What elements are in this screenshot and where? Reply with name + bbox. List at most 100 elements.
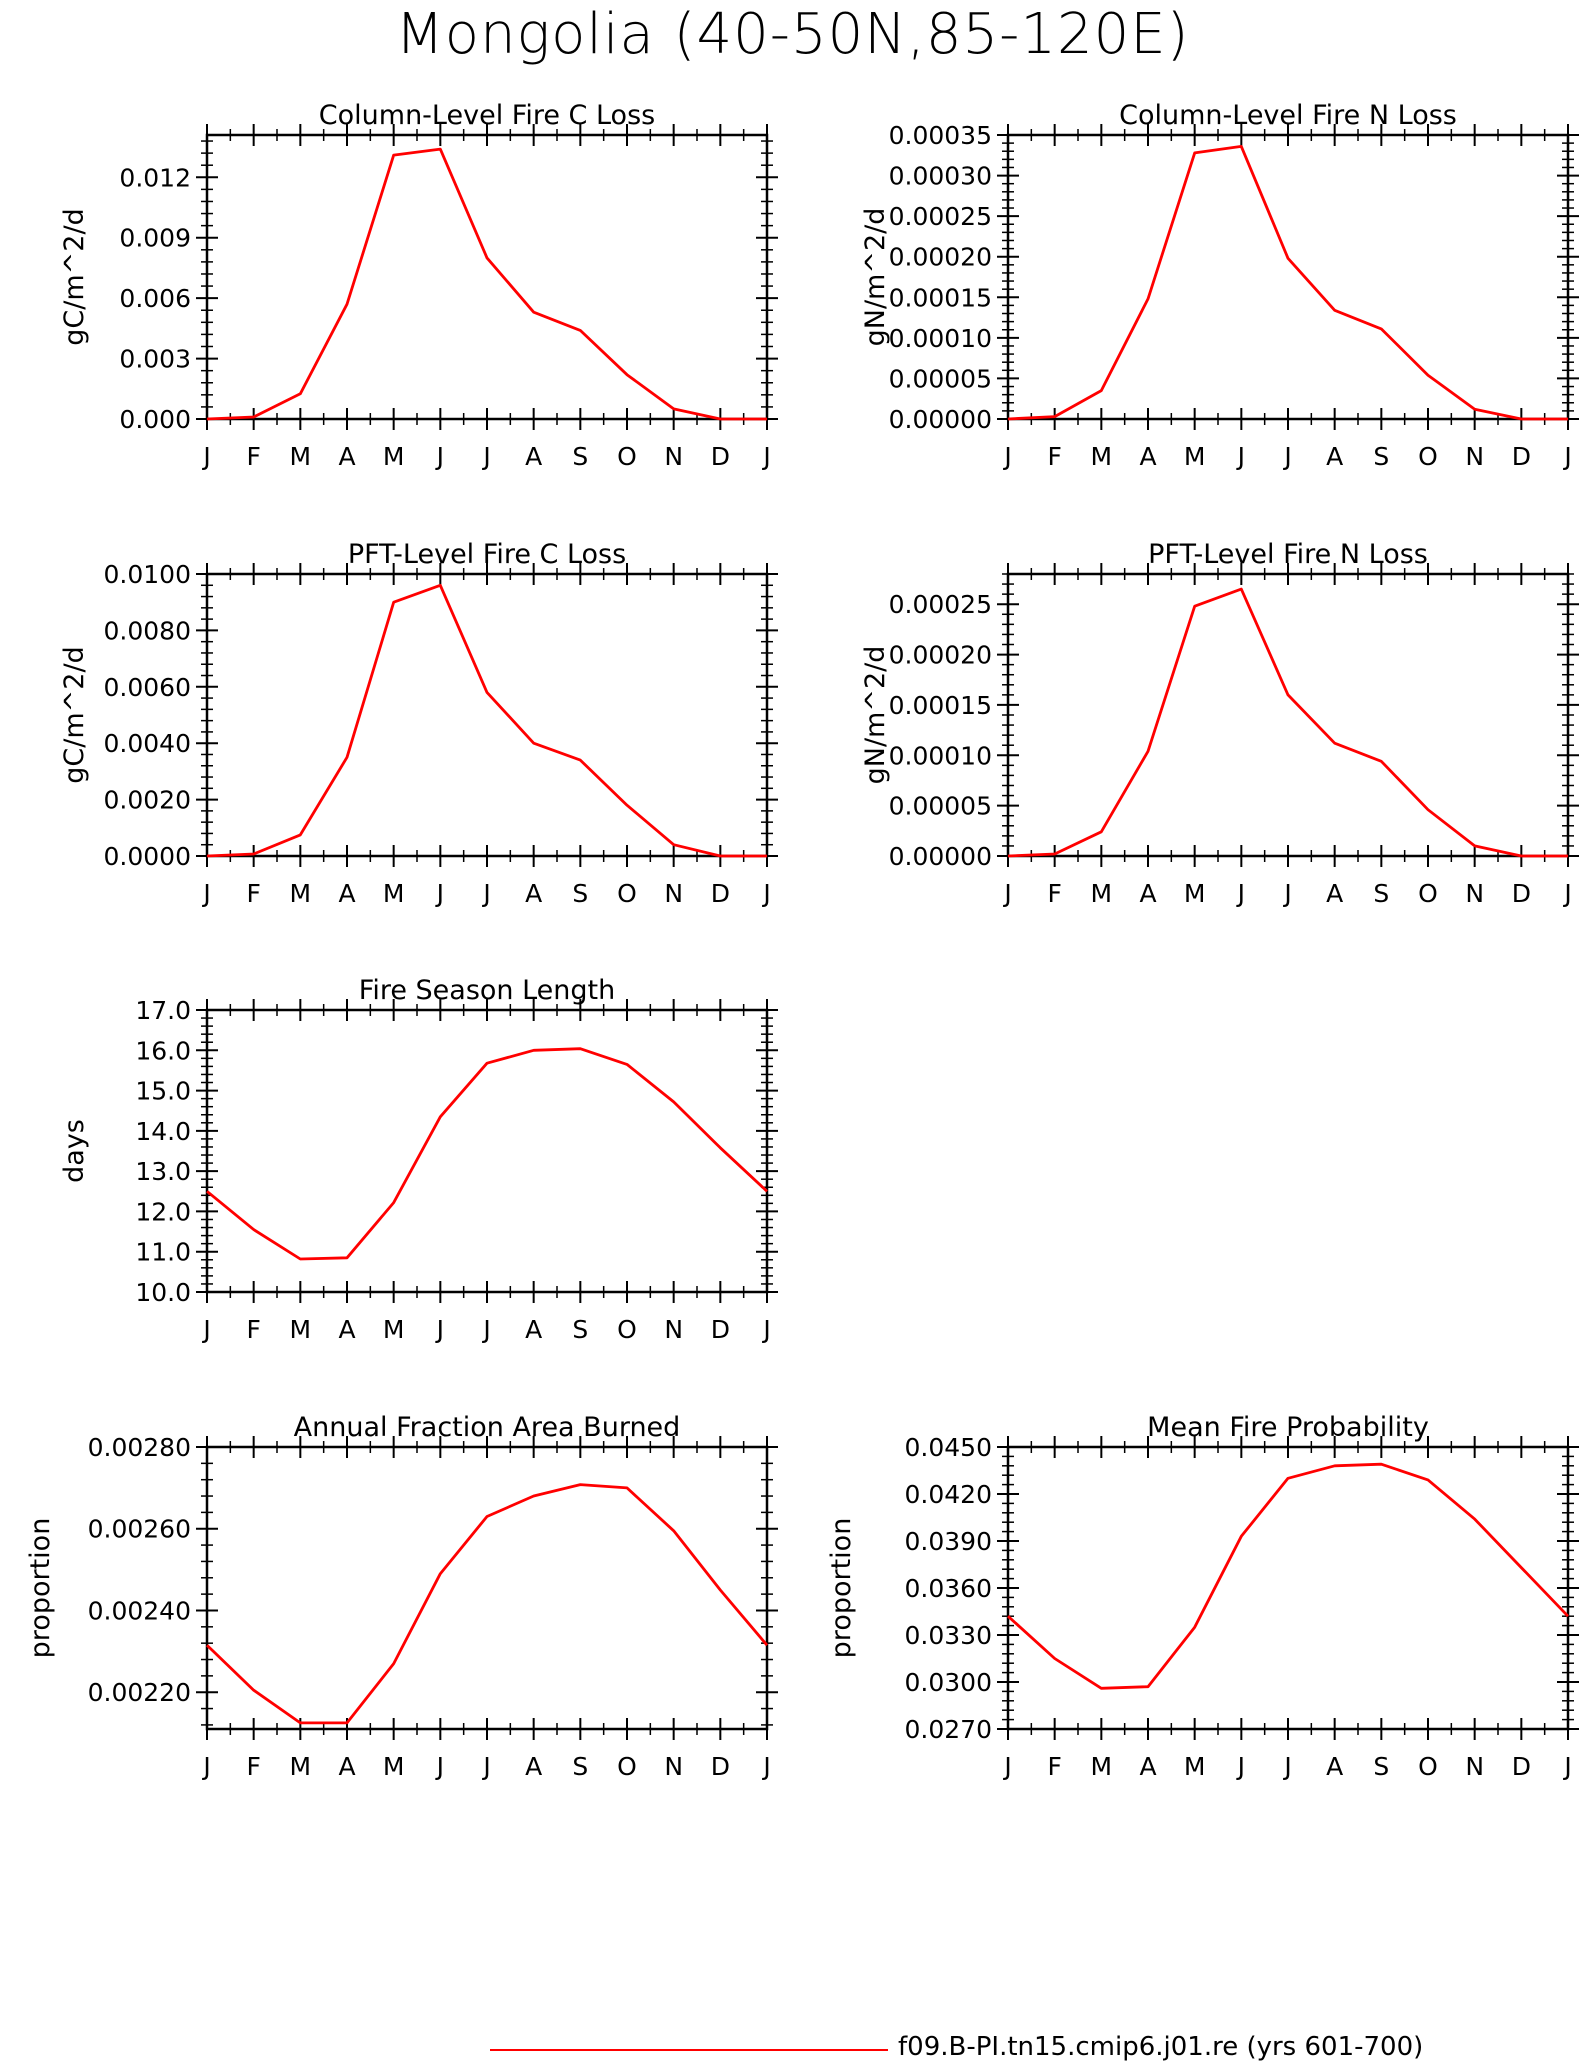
- x-tick-label: F: [1047, 442, 1061, 471]
- y-tick-label: 0.0450: [905, 1433, 992, 1462]
- x-tick-label: A: [1139, 1752, 1156, 1781]
- x-tick-label: J: [201, 442, 210, 471]
- y-tick-label: 0.00035: [889, 121, 992, 150]
- x-tick-label: D: [711, 879, 730, 908]
- series-line: [1007, 144, 1568, 421]
- y-tick-label: 0.00010: [889, 324, 992, 353]
- x-tick-label: D: [1512, 1752, 1531, 1781]
- y-tick-label: 0.0020: [104, 786, 191, 815]
- plot-frame: [205, 1445, 769, 1731]
- x-tick-label: D: [711, 1752, 730, 1781]
- x-tick-label: M: [290, 1752, 312, 1781]
- x-tick-label: A: [1326, 879, 1343, 908]
- chart-panel-1: J F M A M J J A S O N D J0.0000.0030.0060.0090.012Co…: [59, 100, 778, 471]
- x-tick-label: J: [761, 442, 770, 471]
- y-tick-label: 0.00000: [889, 842, 992, 871]
- chart-panel-7: J F M A M J J A S O N D J0.02700.03000.03300.03600.0…: [826, 1412, 1579, 1781]
- plot-frame: [1006, 572, 1570, 858]
- y-tick-label: 0.0330: [905, 1621, 992, 1650]
- plot-frame: [1006, 133, 1570, 421]
- x-tick-label: J: [1282, 879, 1291, 908]
- x-tick-label: O: [617, 442, 637, 471]
- x-tick-label: A: [338, 442, 355, 471]
- x-tick-label: J: [761, 879, 770, 908]
- x-tick-label: N: [664, 1315, 683, 1344]
- x-tick-label: A: [525, 1752, 542, 1781]
- y-axis-label: gC/m^2/d: [59, 646, 90, 783]
- y-tick-label: 0.00015: [889, 691, 992, 720]
- x-tick-label: J: [435, 1752, 444, 1781]
- x-tick-label: O: [1418, 1752, 1438, 1781]
- legend-line-swatch: [490, 2049, 888, 2051]
- y-tick-label: 12.0: [135, 1197, 191, 1226]
- y-tick-label: 16.0: [135, 1036, 191, 1065]
- x-tick-label: A: [1326, 442, 1343, 471]
- x-tick-label: J: [481, 1752, 490, 1781]
- x-tick-label: A: [525, 442, 542, 471]
- x-tick-label: F: [1047, 1752, 1061, 1781]
- chart-panel-4: J F M A M J J A S O N D J0.000000.000050.000100.0001…: [860, 539, 1579, 908]
- y-axis-label: days: [59, 1119, 90, 1183]
- x-tick-label: J: [201, 879, 210, 908]
- x-tick-label: N: [1465, 1752, 1484, 1781]
- chart-title: Column-Level Fire C Loss: [319, 100, 655, 131]
- y-tick-label: 0.00240: [88, 1596, 191, 1625]
- x-tick-label: J: [1562, 879, 1571, 908]
- x-tick-label: J: [1002, 442, 1011, 471]
- y-tick-label: 0.000: [119, 405, 191, 434]
- x-tick-label: A: [1326, 1752, 1343, 1781]
- y-tick-label: 0.0300: [905, 1668, 992, 1697]
- x-tick-label: J: [435, 442, 444, 471]
- x-tick-label: S: [572, 1752, 588, 1781]
- legend-label: f09.B-PI.tn15.cmip6.j01.re (yrs 601-700): [898, 2032, 1424, 2062]
- y-tick-label: 0.003: [119, 345, 191, 374]
- x-tick-label: A: [1139, 442, 1156, 471]
- x-tick-label: A: [525, 1315, 542, 1344]
- x-tick-label: O: [1418, 442, 1438, 471]
- x-tick-label: A: [338, 1752, 355, 1781]
- x-tick-label: N: [664, 442, 683, 471]
- x-tick-label: A: [1139, 879, 1156, 908]
- x-tick-label: F: [246, 1752, 260, 1781]
- y-tick-label: 0.0040: [104, 729, 191, 758]
- x-tick-label: J: [1282, 442, 1291, 471]
- y-tick-label: 0.00005: [889, 364, 992, 393]
- x-tick-label: O: [1418, 879, 1438, 908]
- series-line: [206, 583, 767, 858]
- y-tick-label: 14.0: [135, 1117, 191, 1146]
- x-tick-label: M: [290, 879, 312, 908]
- chart-panel-2: J F M A M J J A S O N D J0.000000.000050.000100.0001…: [860, 100, 1579, 471]
- x-tick-label: M: [290, 442, 312, 471]
- y-tick-label: 0.0080: [104, 616, 191, 645]
- y-tick-label: 0.0360: [905, 1574, 992, 1603]
- x-tick-label: J: [1002, 1752, 1011, 1781]
- chart-title: Mean Fire Probability: [1147, 1412, 1429, 1443]
- chart-title: PFT-Level Fire C Loss: [348, 539, 626, 570]
- x-tick-label: J: [481, 442, 490, 471]
- x-tick-label: D: [711, 1315, 730, 1344]
- x-tick-label: J: [201, 1752, 210, 1781]
- y-tick-label: 0.0060: [104, 673, 191, 702]
- y-tick-label: 17.0: [135, 996, 191, 1025]
- y-tick-label: 10.0: [135, 1278, 191, 1307]
- y-tick-label: 0.00220: [88, 1678, 191, 1707]
- x-tick-label: A: [338, 879, 355, 908]
- y-tick-label: 0.00030: [889, 162, 992, 191]
- series-line: [1007, 1462, 1570, 1690]
- plot-frame: [205, 572, 769, 858]
- plot-frame: [205, 1008, 769, 1294]
- y-axis-label: proportion: [25, 1518, 56, 1659]
- x-tick-label: J: [1236, 879, 1245, 908]
- x-tick-label: D: [711, 442, 730, 471]
- x-tick-label: D: [1512, 879, 1531, 908]
- y-axis-label: gC/m^2/d: [59, 208, 90, 345]
- y-tick-label: 0.00020: [889, 243, 992, 272]
- x-tick-label: M: [383, 442, 405, 471]
- x-tick-label: N: [1465, 879, 1484, 908]
- y-axis-label: proportion: [826, 1518, 857, 1659]
- x-tick-label: J: [435, 879, 444, 908]
- x-tick-label: J: [1236, 442, 1245, 471]
- y-tick-label: 0.012: [119, 163, 191, 192]
- y-tick-label: 0.00020: [889, 641, 992, 670]
